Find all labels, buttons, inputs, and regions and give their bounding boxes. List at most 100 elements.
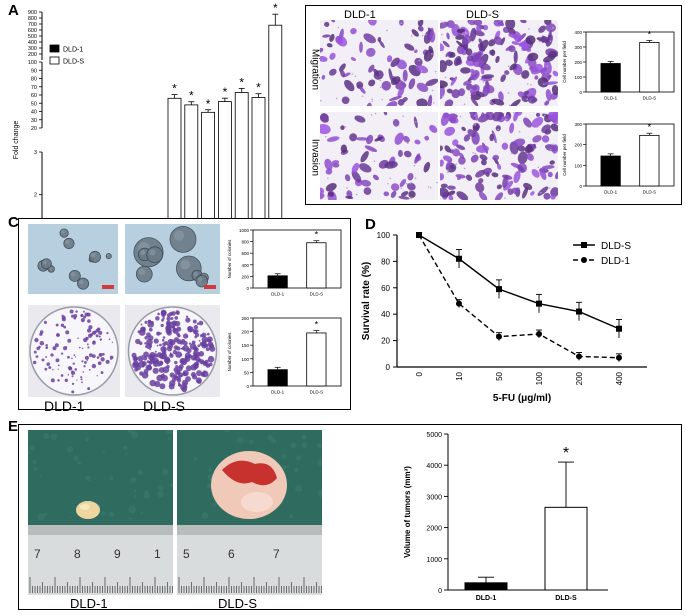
stained-cell [416, 82, 429, 93]
colony [162, 336, 166, 339]
spheroid-highlight [42, 260, 47, 265]
stained-cell [495, 55, 500, 64]
marker-square [576, 308, 582, 315]
stained-cell [513, 112, 519, 122]
stained-cell [551, 84, 558, 96]
stained-cell [520, 20, 527, 24]
stained-cell [428, 45, 434, 55]
stained-cell [336, 35, 348, 47]
stained-cell [492, 154, 500, 161]
stained-cell [404, 43, 415, 51]
stained-cell [467, 20, 475, 26]
colony [88, 325, 93, 330]
y-tick-label: 0 [579, 90, 582, 95]
colony [97, 361, 102, 366]
x-tick-label: DLD-1 [271, 390, 285, 395]
colony [55, 323, 59, 327]
spheroid-highlight [173, 230, 185, 241]
membrane-pore [434, 70, 437, 73]
stained-cell [413, 49, 418, 53]
y-tick-label: 100 [574, 163, 582, 168]
membrane-pore [482, 81, 485, 83]
stained-cell [320, 47, 324, 53]
colony [96, 356, 100, 359]
drape-texture [161, 468, 169, 476]
stained-cell [446, 32, 450, 40]
stained-cell [373, 68, 380, 77]
colony [74, 368, 78, 371]
membrane-pore [526, 83, 529, 85]
membrane-pore [507, 179, 510, 182]
caption-c-dlds: DLD-S [143, 398, 186, 414]
stained-cell [481, 74, 494, 79]
spheroid-image-dld1 [28, 224, 118, 294]
marker-circle [536, 331, 542, 337]
membrane-pore [441, 33, 443, 36]
stained-cell [397, 99, 405, 106]
stained-cell [344, 174, 351, 182]
stained-cell [488, 39, 496, 47]
membrane-pore [400, 187, 403, 189]
stained-cell [338, 63, 346, 72]
significance-star: * [273, 1, 278, 15]
membrane-pore [459, 115, 462, 118]
ruler-number: 9 [114, 547, 121, 561]
bar-dld-s [639, 42, 660, 93]
spheroid [40, 258, 52, 270]
colony [73, 313, 78, 318]
y-tick-label: 200 [241, 330, 249, 335]
colony [70, 314, 75, 318]
ruler-number: 8 [74, 547, 81, 561]
stained-cell [326, 43, 333, 48]
membrane-pore [418, 20, 421, 22]
colony [194, 354, 199, 359]
y-tick-label: 80 [31, 77, 37, 83]
stained-cell [363, 187, 372, 195]
drape-texture [165, 430, 173, 435]
stained-cell [465, 48, 473, 56]
stained-cell [544, 81, 558, 85]
drape-texture [224, 430, 230, 433]
stained-cell [399, 178, 407, 188]
stained-cell [458, 88, 466, 97]
colony [80, 378, 83, 381]
membrane-pore [431, 53, 433, 55]
colony [182, 333, 189, 339]
spheroid [146, 246, 164, 264]
spheroid [105, 253, 112, 260]
colony [138, 341, 143, 345]
colony [148, 360, 153, 365]
stained-cell [535, 112, 541, 117]
ruler-edge [177, 525, 322, 535]
stained-cell [383, 112, 388, 116]
stained-cell [495, 125, 501, 132]
bar-dld-s [544, 506, 588, 591]
colony [194, 329, 199, 333]
stained-cell [377, 36, 382, 42]
membrane-pore [337, 26, 340, 29]
colony [166, 321, 171, 327]
ruler-number: 7 [34, 547, 41, 561]
colony [178, 364, 184, 369]
stained-cell [508, 33, 522, 39]
membrane-pore [427, 186, 430, 188]
stained-cell [496, 184, 503, 190]
stained-cell [440, 159, 444, 167]
stained-cell [386, 101, 398, 106]
drape-texture [236, 436, 244, 444]
stained-cell [398, 195, 410, 200]
stained-cell [470, 154, 479, 163]
stained-cell [531, 169, 540, 178]
colony [170, 317, 174, 320]
stained-cell [504, 70, 510, 75]
marker-circle [416, 232, 422, 238]
drape-texture [28, 451, 31, 454]
colony [166, 316, 171, 322]
colony [96, 375, 98, 377]
y-tick-label: 400 [28, 40, 37, 46]
stained-cell [470, 97, 479, 106]
significance-star: * [172, 82, 177, 96]
y-tick-label: 30 [31, 118, 37, 124]
y-tick-label: 900 [28, 10, 37, 16]
stained-cell [392, 119, 400, 127]
